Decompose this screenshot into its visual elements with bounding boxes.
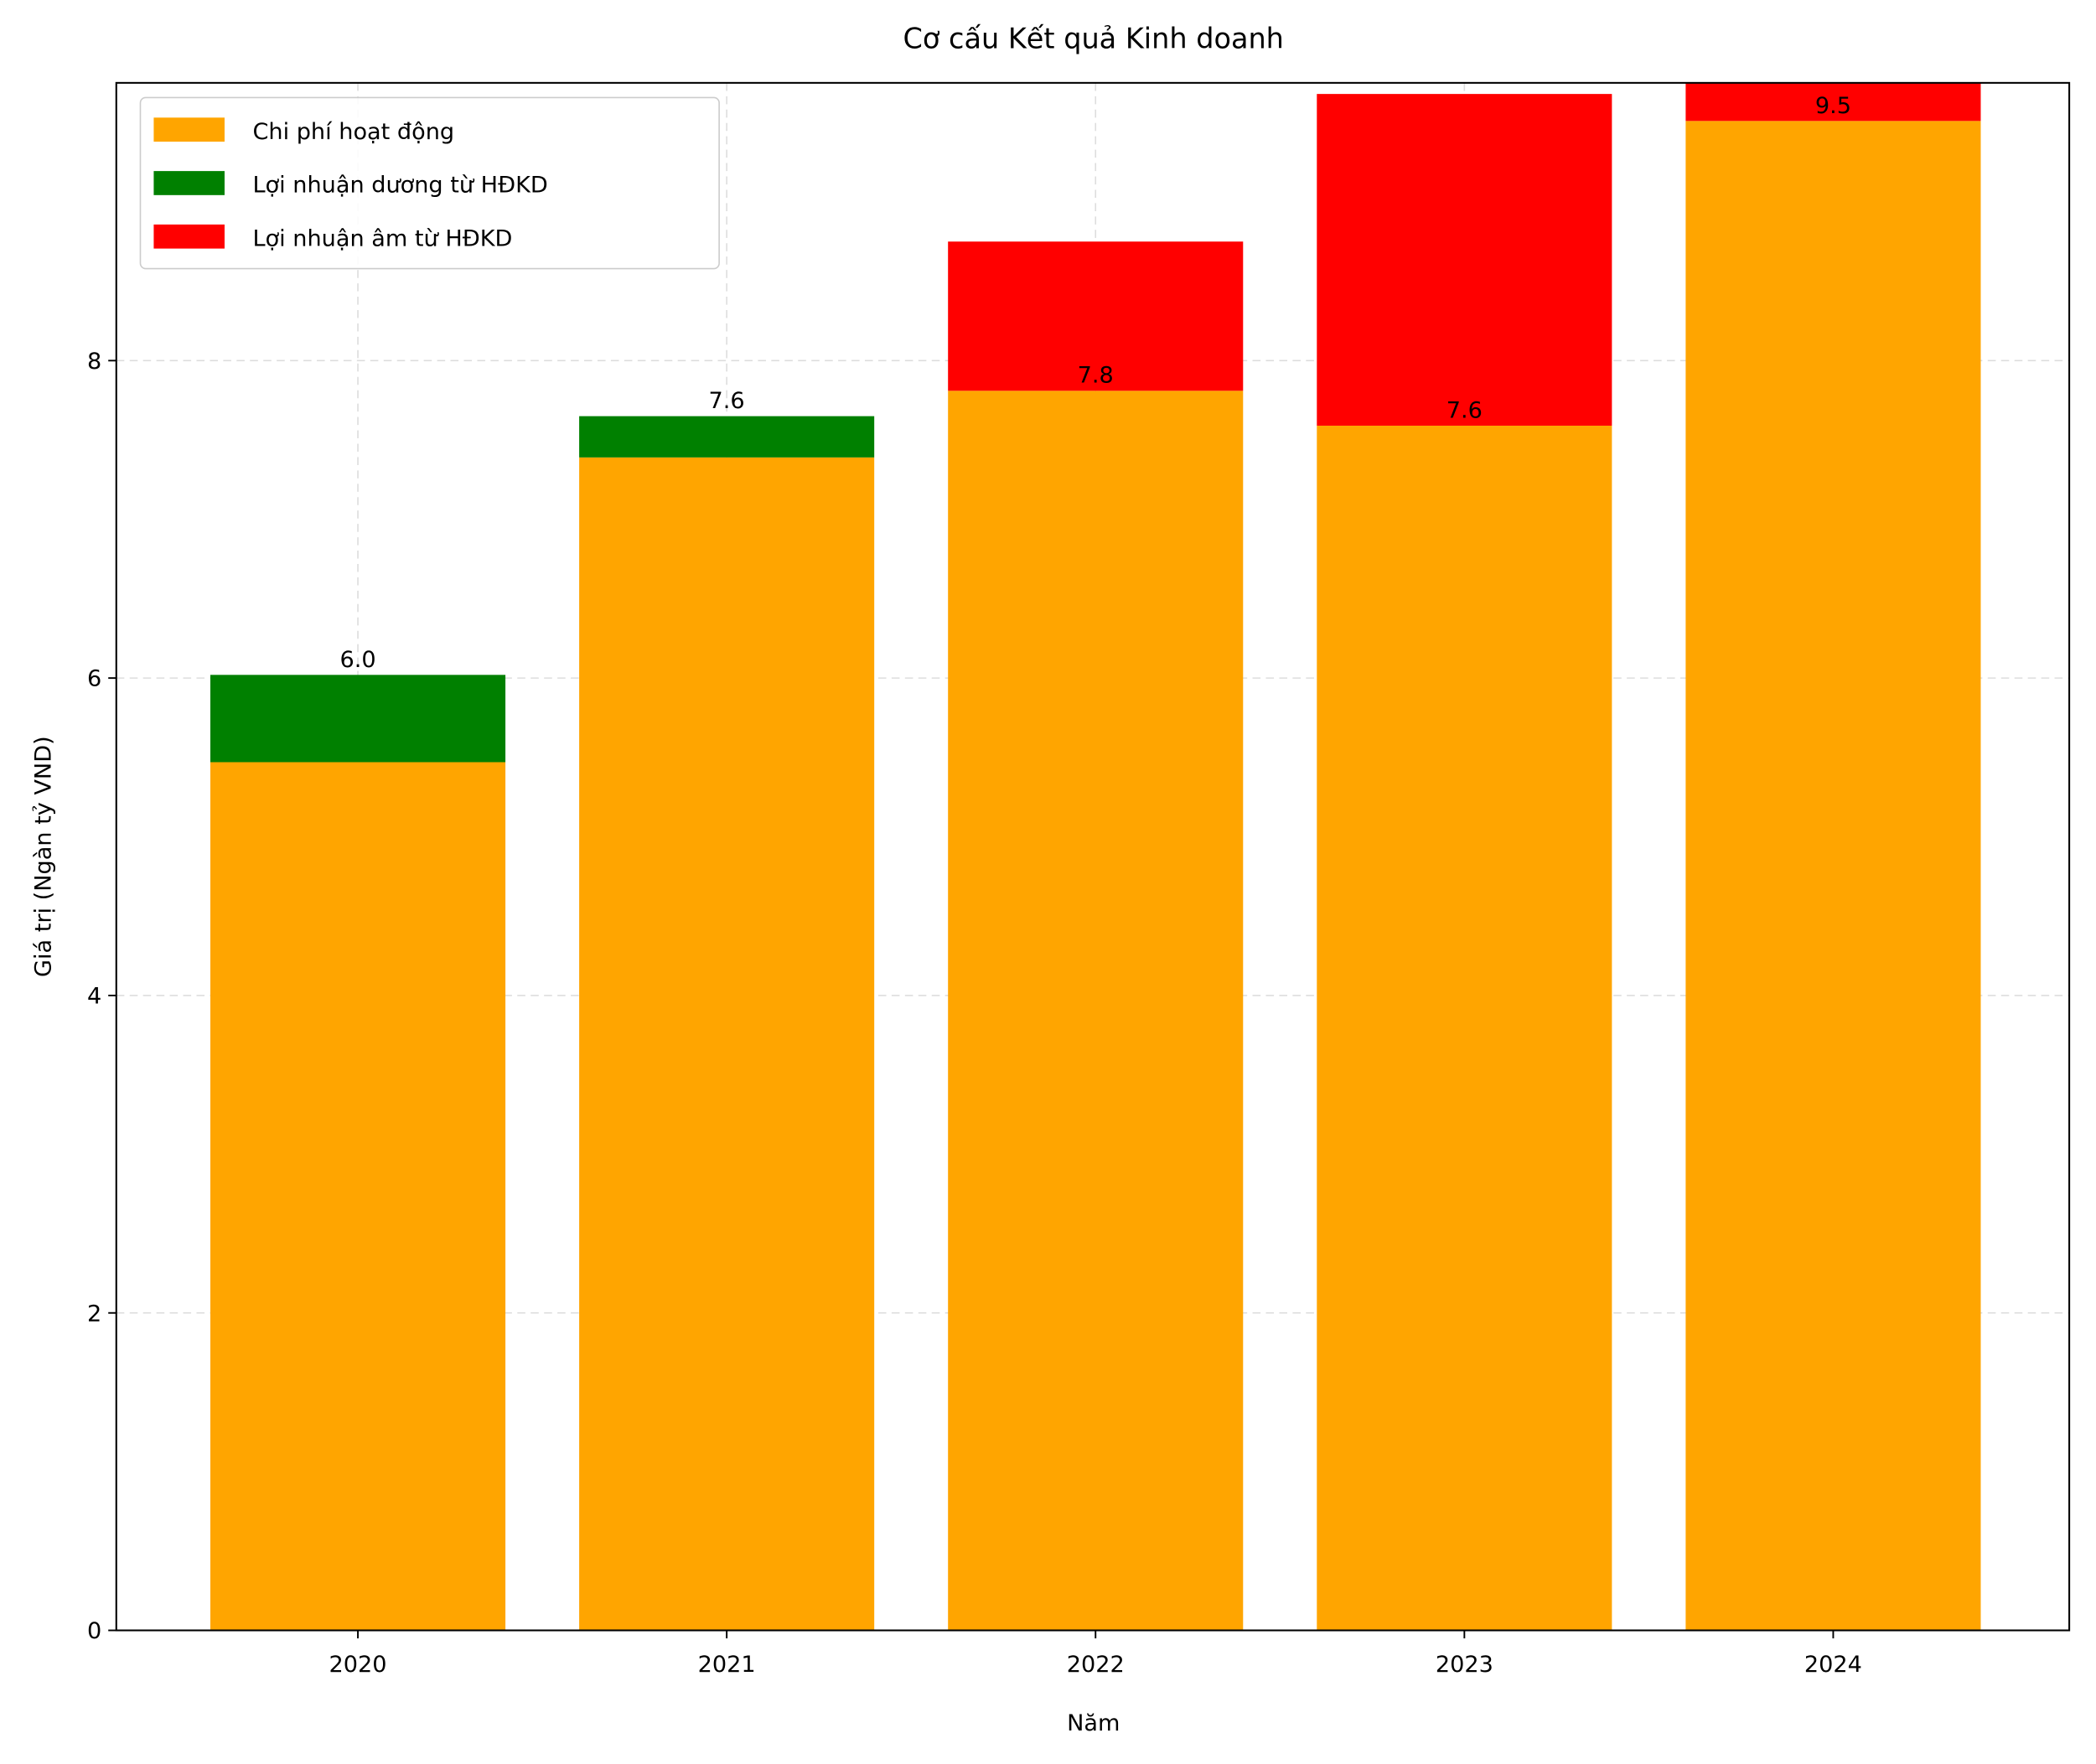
y-tick-label: 4 [87,983,101,1009]
bars [210,82,1981,1631]
data-label: 7.8 [1078,363,1114,389]
legend-swatch [153,224,225,249]
x-axis-label: Năm [1067,1710,1120,1736]
bar-segment [579,416,875,458]
bar-segment [579,457,875,1631]
legend-swatch [153,171,225,195]
legend-label: Chi phí hoạt động [252,119,454,145]
y-tick-label: 2 [87,1301,101,1327]
legend-box [139,96,720,270]
data-label: 7.6 [709,388,745,414]
y-axis-label: Giá trị (Ngàn tỷ VND) [31,736,57,977]
y-tick-label: 6 [87,666,101,692]
data-label: 9.5 [1815,93,1851,119]
legend: Chi phí hoạt động Lợi nhuận dương từ HĐKD… [139,96,720,270]
y-tick-label: 8 [87,349,101,375]
chart-title: Cơ cấu Kết quả Kinh doanh [903,22,1284,54]
bar-segment [210,762,506,1631]
bar-segment [1685,121,1981,1631]
foreground: 0 2 4 6 8 2020 2021 2022 2023 2024 6.0 7.6 7.8 7.6 9.5 [87,93,1862,1678]
bar-segment [1317,94,1612,426]
x-tick-label: 2024 [1804,1652,1862,1678]
x-tick-label: 2021 [698,1652,756,1678]
data-label: 7.6 [1446,397,1483,423]
x-tick-label: 2022 [1067,1652,1125,1678]
x-tick-label: 2020 [329,1652,387,1678]
bar-segment [210,675,506,763]
x-tick-label: 2023 [1436,1652,1493,1678]
plot-frame [115,81,2071,1632]
bar-segment [1685,82,1981,122]
bar-segment [1317,425,1612,1631]
legend-swatch [153,117,225,142]
data-label: 6.0 [339,647,375,673]
y-tick-label: 0 [87,1618,101,1644]
legend-label: Lợi nhuận dương từ HĐKD [252,173,547,199]
bar-segment [948,391,1244,1631]
bar-segment [948,241,1244,391]
legend-label: Lợi nhuận âm từ HĐKD [252,225,512,251]
